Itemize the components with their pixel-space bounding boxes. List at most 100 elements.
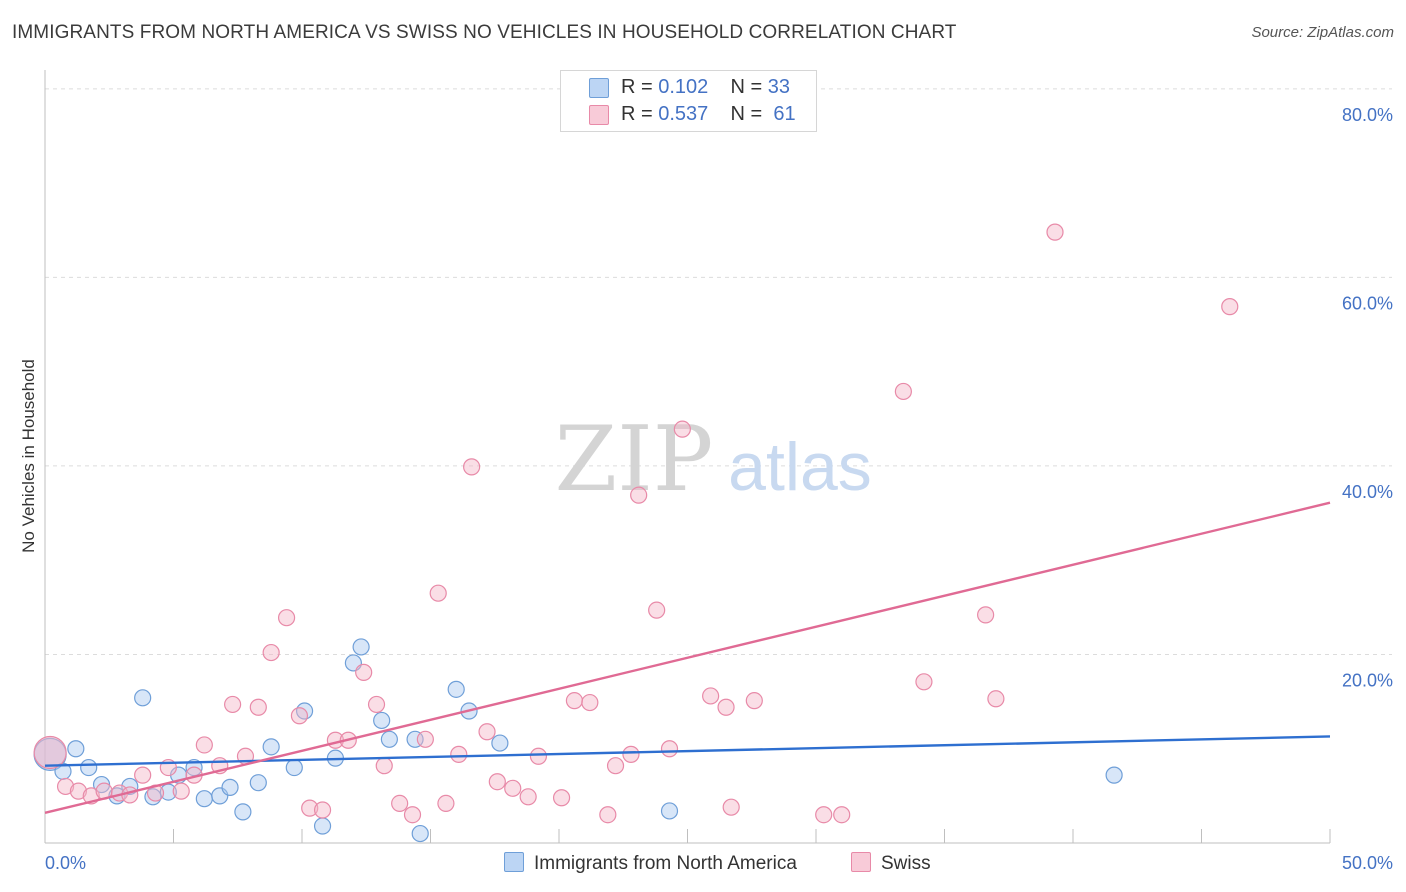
point-swiss — [630, 486, 648, 504]
point-north-america — [411, 824, 429, 843]
point-swiss — [1221, 298, 1239, 316]
watermark: ZIP atlas — [555, 407, 872, 512]
series-legend-swiss: Swiss — [851, 852, 931, 875]
legend-n-label: N = — [730, 103, 763, 125]
point-north-america — [249, 774, 267, 792]
point-swiss — [224, 695, 242, 714]
point-north-america — [285, 758, 303, 777]
point-north-america — [660, 802, 679, 820]
watermark-atlas: atlas — [728, 429, 872, 505]
point-north-america — [1105, 766, 1123, 784]
trend-line-north-america — [44, 735, 1331, 767]
point-swiss — [290, 707, 309, 725]
x-tick-label: 0.0% — [45, 853, 86, 873]
point-swiss — [519, 788, 537, 806]
point-swiss — [987, 690, 1005, 708]
point-swiss — [450, 745, 468, 763]
data-points — [33, 223, 1239, 843]
point-north-america — [373, 711, 391, 730]
legend-n-label: N = — [730, 76, 763, 98]
y-tick-label: 20.0% — [1342, 670, 1393, 690]
point-swiss — [722, 798, 740, 816]
point-swiss — [815, 806, 833, 824]
series-legend-north-america: Immigrants from North America — [504, 852, 797, 875]
point-north-america — [234, 803, 252, 821]
point-swiss — [504, 779, 522, 797]
point-swiss — [529, 747, 548, 765]
point-swiss — [301, 799, 319, 817]
legend-swatch-blue — [504, 852, 524, 872]
series-name: Swiss — [881, 853, 931, 874]
legend-r-value: 0.102 — [658, 76, 709, 98]
y-tick-label: 40.0% — [1342, 482, 1393, 502]
trend-lines — [44, 501, 1331, 815]
point-swiss — [416, 730, 434, 748]
point-north-america — [491, 734, 509, 752]
point-swiss — [262, 643, 280, 662]
point-swiss — [717, 698, 735, 716]
point-swiss — [478, 723, 496, 741]
watermark-zip: ZIP — [555, 407, 714, 512]
point-north-america — [380, 730, 398, 748]
point-north-america — [195, 790, 213, 808]
point-swiss — [488, 773, 506, 791]
legend-r-label: R = — [621, 103, 653, 125]
point-swiss — [172, 782, 190, 800]
point-swiss — [277, 609, 296, 627]
series-name: Immigrants from North America — [534, 853, 797, 874]
point-swiss — [33, 735, 67, 770]
point-swiss — [437, 794, 455, 813]
point-swiss — [622, 745, 640, 763]
grid-lines — [45, 88, 1392, 655]
point-north-america — [262, 738, 280, 756]
point-north-america — [352, 638, 370, 656]
legend-swatch-blue — [589, 78, 609, 98]
point-swiss — [565, 692, 584, 710]
point-north-america — [313, 817, 332, 835]
point-swiss — [355, 663, 373, 681]
point-north-america — [221, 778, 239, 796]
point-swiss — [367, 695, 386, 714]
legend-n-value: 33 — [767, 76, 791, 98]
point-swiss — [552, 789, 571, 807]
point-swiss — [673, 420, 691, 438]
trend-line-swiss — [44, 501, 1331, 815]
point-swiss — [195, 736, 213, 754]
point-swiss — [56, 777, 75, 796]
point-swiss — [915, 673, 933, 691]
legend-swatch-pink — [589, 105, 609, 125]
point-swiss — [745, 692, 763, 710]
point-swiss — [581, 693, 599, 712]
correlation-legend: R = 0.102 N = 33 R = 0.537 N = 61 — [560, 70, 817, 132]
legend-r-value: 0.537 — [658, 103, 709, 125]
point-swiss — [429, 584, 447, 602]
y-tick-label: 80.0% — [1342, 105, 1393, 125]
chart-title: IMMIGRANTS FROM NORTH AMERICA VS SWISS N… — [12, 22, 957, 43]
point-swiss — [375, 757, 393, 775]
point-swiss — [463, 458, 481, 476]
point-swiss — [606, 757, 625, 775]
point-swiss — [660, 740, 679, 758]
point-swiss — [313, 801, 332, 819]
point-swiss — [977, 606, 995, 624]
x-tick-label: 50.0% — [1342, 853, 1393, 873]
y-axis-label: No Vehicles in Household — [19, 359, 38, 553]
point-swiss — [894, 382, 912, 401]
point-swiss — [403, 806, 422, 824]
source-label: Source: ZipAtlas.com — [1251, 24, 1394, 41]
point-north-america — [295, 702, 314, 720]
point-north-america — [447, 680, 465, 698]
point-swiss — [391, 794, 409, 813]
point-swiss — [69, 782, 88, 800]
legend-r-label: R = — [621, 76, 653, 98]
point-swiss — [702, 687, 720, 705]
point-swiss — [249, 698, 267, 716]
point-swiss — [648, 601, 666, 619]
point-swiss — [134, 766, 152, 784]
y-tick-label: 60.0% — [1342, 293, 1393, 313]
legend-n-value: 61 — [773, 103, 796, 125]
point-north-america — [80, 758, 98, 777]
point-swiss — [599, 806, 617, 824]
legend-swatch-pink — [851, 852, 871, 872]
axes: 20.0% 40.0% 60.0% 80.0% 0.0% 50.0% — [44, 70, 1393, 873]
